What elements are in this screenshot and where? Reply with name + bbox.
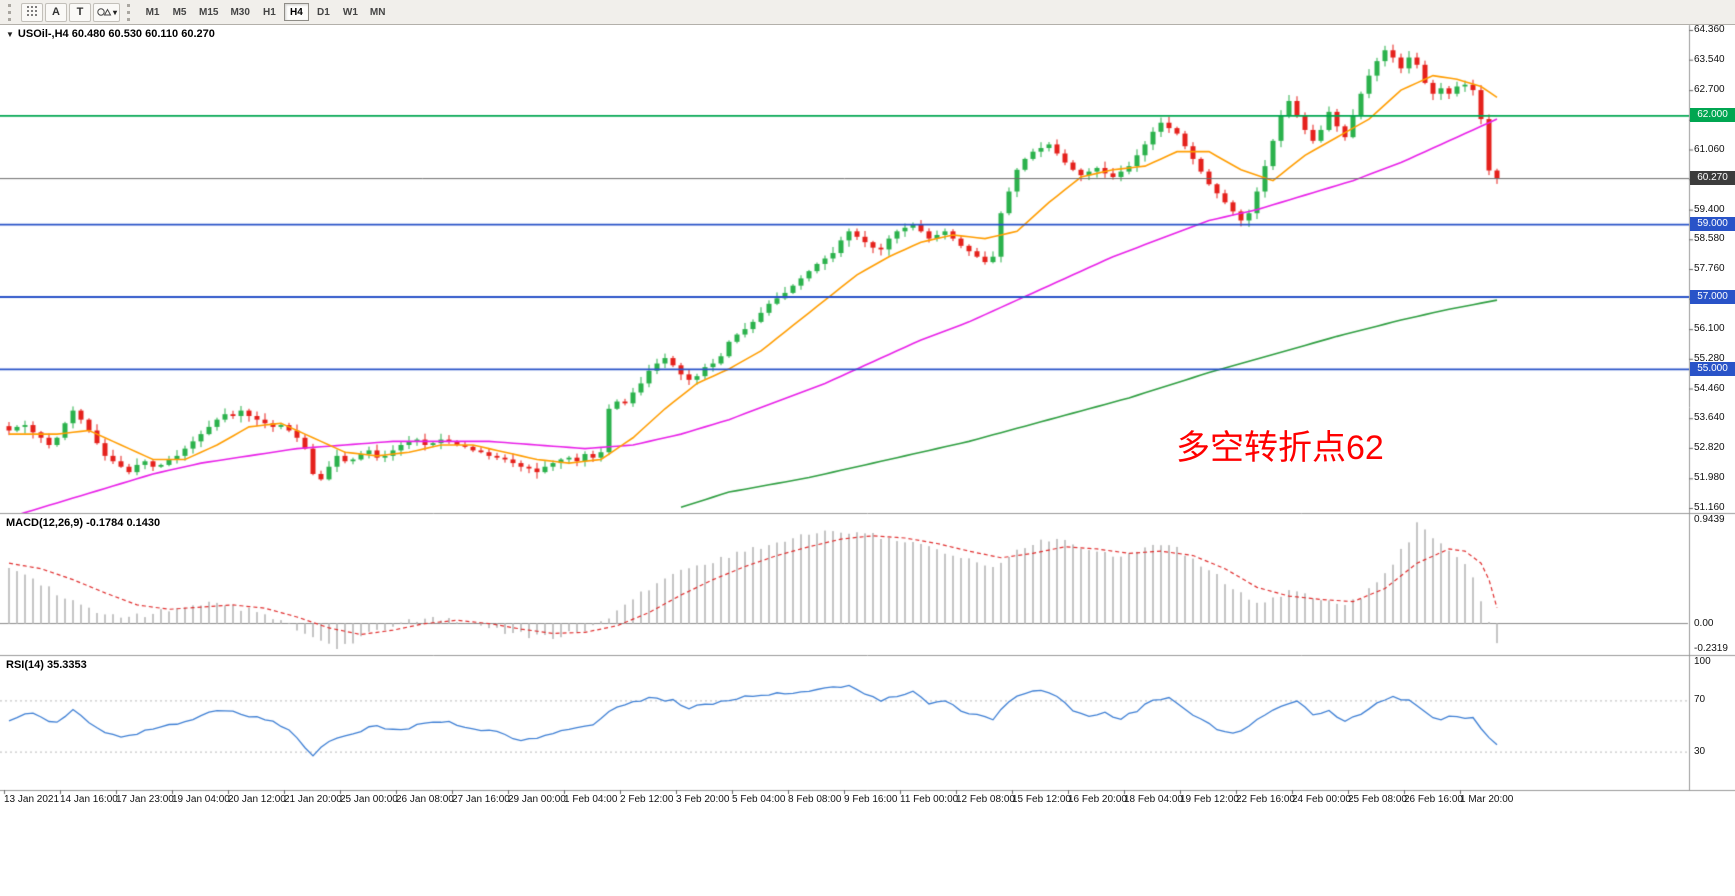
toolbar: A T ▾ M1 M5 M15 M30 H1 H4 D1 W1 MN xyxy=(0,0,1735,25)
shapes-tool-button[interactable]: ▾ xyxy=(93,2,121,22)
timeframe-button-w1[interactable]: W1 xyxy=(342,6,358,18)
grid-tool-button[interactable] xyxy=(21,2,43,22)
dropdown-caret-icon: ▾ xyxy=(113,7,118,17)
shapes-icon xyxy=(96,5,112,20)
timeframe-group-drag-handle[interactable] xyxy=(127,3,133,21)
timeframe-button-h4[interactable]: H4 xyxy=(283,3,309,21)
timeframe-button-m5[interactable]: M5 xyxy=(172,6,187,18)
annotation-tool-button[interactable]: A xyxy=(45,2,67,22)
toolbar-drag-handle[interactable] xyxy=(8,3,14,21)
timeframe-button-m1[interactable]: M1 xyxy=(145,6,160,18)
drawing-tools-group: A T ▾ xyxy=(21,2,121,22)
timeframe-button-m30[interactable]: M30 xyxy=(230,6,250,18)
timeframe-button-mn[interactable]: MN xyxy=(369,6,386,18)
timeframe-button-d1[interactable]: D1 xyxy=(317,6,330,18)
text-tool-button[interactable]: T xyxy=(69,2,91,22)
timeframe-button-h1[interactable]: H1 xyxy=(263,6,276,18)
chart-canvas[interactable] xyxy=(0,0,1735,812)
timeframe-buttons-group: M1 M5 M15 M30 H1 H4 D1 W1 MN xyxy=(140,3,390,21)
timeframe-button-m15[interactable]: M15 xyxy=(199,6,219,18)
grid-icon xyxy=(26,5,38,20)
